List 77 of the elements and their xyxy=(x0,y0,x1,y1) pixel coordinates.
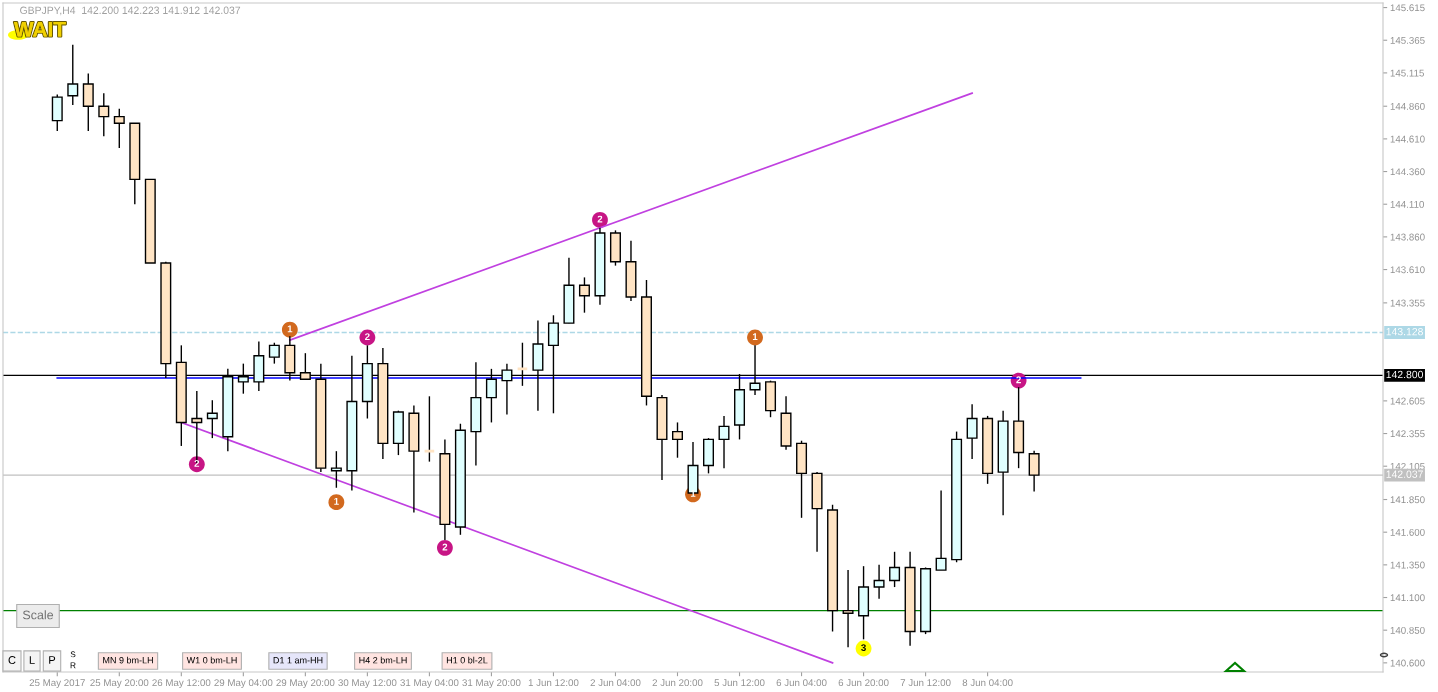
x-tick-label: 29 May 04:00 xyxy=(214,679,273,689)
chart-title: GBPJPY,H4 142.200 142.223 141.912 142.037 xyxy=(20,6,241,16)
candlestick xyxy=(423,395,436,463)
text: C xyxy=(8,656,16,664)
candlestick xyxy=(98,92,110,137)
x-tick-label: 25 May 2017 xyxy=(29,679,85,689)
candlestick xyxy=(842,569,854,648)
candlestick xyxy=(67,44,79,106)
annotation: R xyxy=(70,662,76,669)
x-tick-label: 30 May 12:00 xyxy=(338,679,397,689)
annotation: W1 0 bm-LH xyxy=(186,656,237,664)
candlestick xyxy=(671,421,683,459)
candlestick xyxy=(1028,450,1040,493)
annotation: MN 9 bm-LH xyxy=(103,656,153,664)
y-tick-label: 142.355 xyxy=(1390,430,1425,438)
candlestick xyxy=(113,108,125,149)
annotation: D1 1 am-HH xyxy=(273,657,323,664)
y-tick-label: 142.605 xyxy=(1390,397,1425,405)
x-tick-label: 25 May 20:00 xyxy=(90,679,149,689)
y-tick-label: 144.860 xyxy=(1390,102,1425,110)
text: 2 xyxy=(365,333,370,341)
text: 2 xyxy=(194,459,200,467)
text: 2 xyxy=(597,215,603,223)
annotation: Scale xyxy=(22,610,54,620)
x-tick-label: 5 Jun 12:00 xyxy=(714,679,765,687)
x-tick-label: 2 Jun 04:00 xyxy=(590,679,641,687)
x-tick-label: 6 Jun 04:00 xyxy=(776,679,827,687)
annotation: H4 2 bm-LH xyxy=(359,656,407,664)
ref-line-label: 143.128 xyxy=(1386,327,1423,336)
y-tick-label: 145.115 xyxy=(1390,69,1424,77)
y-tick-label: 143.355 xyxy=(1390,299,1425,307)
candlestick xyxy=(51,93,63,132)
annotation: S xyxy=(70,651,76,658)
y-tick-label: 143.860 xyxy=(1390,233,1425,241)
candlestick xyxy=(718,415,730,469)
x-tick-label: 29 May 20:00 xyxy=(276,679,335,689)
y-tick-label: 140.850 xyxy=(1390,626,1425,634)
candlestick xyxy=(935,489,947,571)
y-tick-label: 141.350 xyxy=(1390,561,1425,569)
x-tick-label: 1 Jun 12:00 xyxy=(528,679,579,687)
series-label: 2 xyxy=(442,543,448,551)
candlestick xyxy=(206,399,218,439)
y-tick-label: 141.850 xyxy=(1390,496,1425,504)
candlestick xyxy=(873,564,885,600)
x-tick-label: 31 May 20:00 xyxy=(462,679,521,689)
y-tick-label: 141.600 xyxy=(1390,528,1425,536)
annotation: H1 0 bl-2L xyxy=(446,656,488,664)
series-label: 3 xyxy=(861,644,866,652)
candlestick xyxy=(330,450,342,489)
y-tick-label: 143.610 xyxy=(1390,266,1425,274)
x-tick-label: 31 May 04:00 xyxy=(400,679,459,689)
x-tick-label: 2 Jun 20:00 xyxy=(652,679,703,687)
x-tick-label: 26 May 12:00 xyxy=(152,679,211,689)
y-tick-label: 140.600 xyxy=(1390,659,1425,667)
candlestick xyxy=(578,276,590,314)
candlestick xyxy=(889,551,901,588)
candlestick xyxy=(268,342,280,365)
y-tick-label: 141.100 xyxy=(1390,594,1425,602)
y-tick-label: 145.615 xyxy=(1390,4,1425,12)
y-tick-label: 145.365 xyxy=(1390,36,1425,44)
text: L xyxy=(29,656,35,664)
candlestick xyxy=(966,403,978,460)
text: 2 xyxy=(1016,376,1021,384)
series-label: 1 xyxy=(690,490,696,497)
annotation: P xyxy=(49,656,56,664)
ref-line-label: 142.800 xyxy=(1386,370,1424,379)
y-tick-label: 144.360 xyxy=(1390,168,1425,176)
y-tick-label: 144.610 xyxy=(1390,135,1425,143)
text: 1 xyxy=(752,333,758,341)
text: 1 xyxy=(287,325,293,333)
x-tick-label: 7 Jun 12:00 xyxy=(900,679,951,687)
x-tick-label: 6 Jun 20:00 xyxy=(838,679,889,687)
x-tick-label: 8 Jun 04:00 xyxy=(962,679,1013,687)
candlestick xyxy=(82,72,94,132)
y-tick-label: 144.110 xyxy=(1390,200,1424,208)
text: 1 xyxy=(334,497,339,505)
annotation: WAIT xyxy=(13,22,66,37)
